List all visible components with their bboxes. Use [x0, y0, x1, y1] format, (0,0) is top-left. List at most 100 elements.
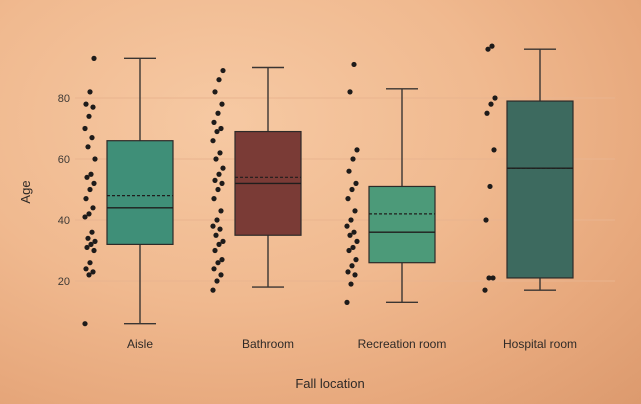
data-points — [82, 43, 498, 327]
data-point — [82, 321, 88, 327]
data-point — [83, 266, 89, 272]
whiskers — [124, 48, 556, 325]
data-point — [91, 55, 97, 61]
data-point — [483, 217, 489, 223]
data-point — [489, 43, 495, 49]
data-point — [482, 287, 488, 293]
x-axis-categories: Aisle Bathroom Recreation room Hospital roo… — [127, 337, 577, 351]
data-point — [89, 229, 95, 235]
data-point — [211, 196, 217, 202]
data-point — [218, 208, 224, 214]
data-point — [213, 156, 219, 162]
data-point — [92, 156, 98, 162]
data-point — [353, 180, 359, 186]
data-point — [210, 223, 216, 229]
data-point — [213, 232, 219, 238]
data-point — [90, 205, 96, 211]
data-point — [354, 147, 360, 153]
box — [368, 185, 436, 264]
data-point — [212, 177, 218, 183]
data-point — [82, 214, 88, 220]
data-point — [490, 275, 496, 281]
boxes — [106, 100, 574, 279]
data-point — [487, 183, 493, 190]
data-point — [214, 128, 220, 135]
data-point — [352, 272, 358, 278]
data-point — [346, 168, 352, 174]
data-point — [485, 46, 491, 52]
data-point — [353, 257, 359, 263]
x-axis-title: Fall location — [295, 376, 364, 391]
data-point — [87, 260, 93, 266]
data-point — [218, 125, 224, 132]
x-category-label: Recreation room — [358, 337, 447, 351]
data-point — [216, 77, 222, 83]
data-point — [91, 247, 97, 254]
data-point — [87, 186, 93, 193]
data-point — [350, 244, 356, 251]
data-point — [216, 241, 222, 247]
x-category-label: Bathroom — [242, 337, 294, 351]
data-point — [488, 101, 494, 107]
data-point — [92, 238, 98, 244]
x-category-label: Hospital room — [503, 337, 577, 351]
data-point — [349, 186, 355, 193]
data-point — [216, 171, 222, 177]
data-point — [89, 135, 95, 141]
data-point — [220, 238, 226, 244]
data-point — [345, 196, 351, 202]
data-point — [211, 266, 217, 272]
data-point — [344, 223, 350, 229]
data-point — [219, 180, 225, 186]
data-point — [217, 226, 223, 232]
data-point — [220, 67, 226, 74]
data-point — [349, 263, 355, 269]
data-point — [85, 144, 91, 150]
data-point — [86, 113, 92, 119]
data-point — [82, 125, 88, 132]
data-point — [210, 138, 216, 144]
data-point — [346, 247, 352, 254]
data-point — [351, 61, 357, 68]
data-point — [484, 110, 490, 116]
data-point — [83, 196, 89, 202]
data-point — [86, 211, 92, 217]
data-point — [486, 275, 492, 281]
data-point — [90, 104, 96, 110]
data-point — [211, 119, 217, 125]
x-category-label: Aisle — [127, 337, 153, 351]
data-point — [218, 272, 224, 278]
data-point — [348, 217, 354, 223]
y-tick-label: 60 — [58, 154, 70, 166]
data-point — [88, 171, 94, 177]
data-point — [217, 150, 223, 156]
data-point — [86, 272, 92, 278]
data-point — [85, 235, 91, 241]
data-point — [347, 232, 353, 238]
y-tick-label: 40 — [58, 215, 70, 227]
y-tick-label: 20 — [58, 276, 70, 288]
data-point — [88, 241, 94, 247]
data-point — [91, 180, 97, 186]
data-point — [492, 95, 498, 101]
data-point — [214, 217, 220, 223]
data-point — [347, 89, 353, 95]
data-point — [345, 269, 351, 275]
data-point — [491, 147, 497, 153]
data-point — [87, 89, 93, 95]
data-point — [220, 165, 226, 171]
data-point — [354, 238, 360, 244]
data-point — [351, 229, 357, 235]
y-axis-title: Age — [18, 180, 33, 203]
data-point — [212, 247, 218, 254]
data-point — [84, 174, 90, 180]
data-point — [348, 281, 354, 287]
data-point — [90, 269, 96, 275]
y-tick-label: 80 — [58, 93, 70, 105]
data-point — [350, 156, 356, 162]
data-point — [212, 89, 218, 95]
data-point — [219, 101, 225, 107]
y-axis-ticks: 20 40 60 80 — [58, 93, 70, 288]
data-point — [83, 101, 89, 107]
